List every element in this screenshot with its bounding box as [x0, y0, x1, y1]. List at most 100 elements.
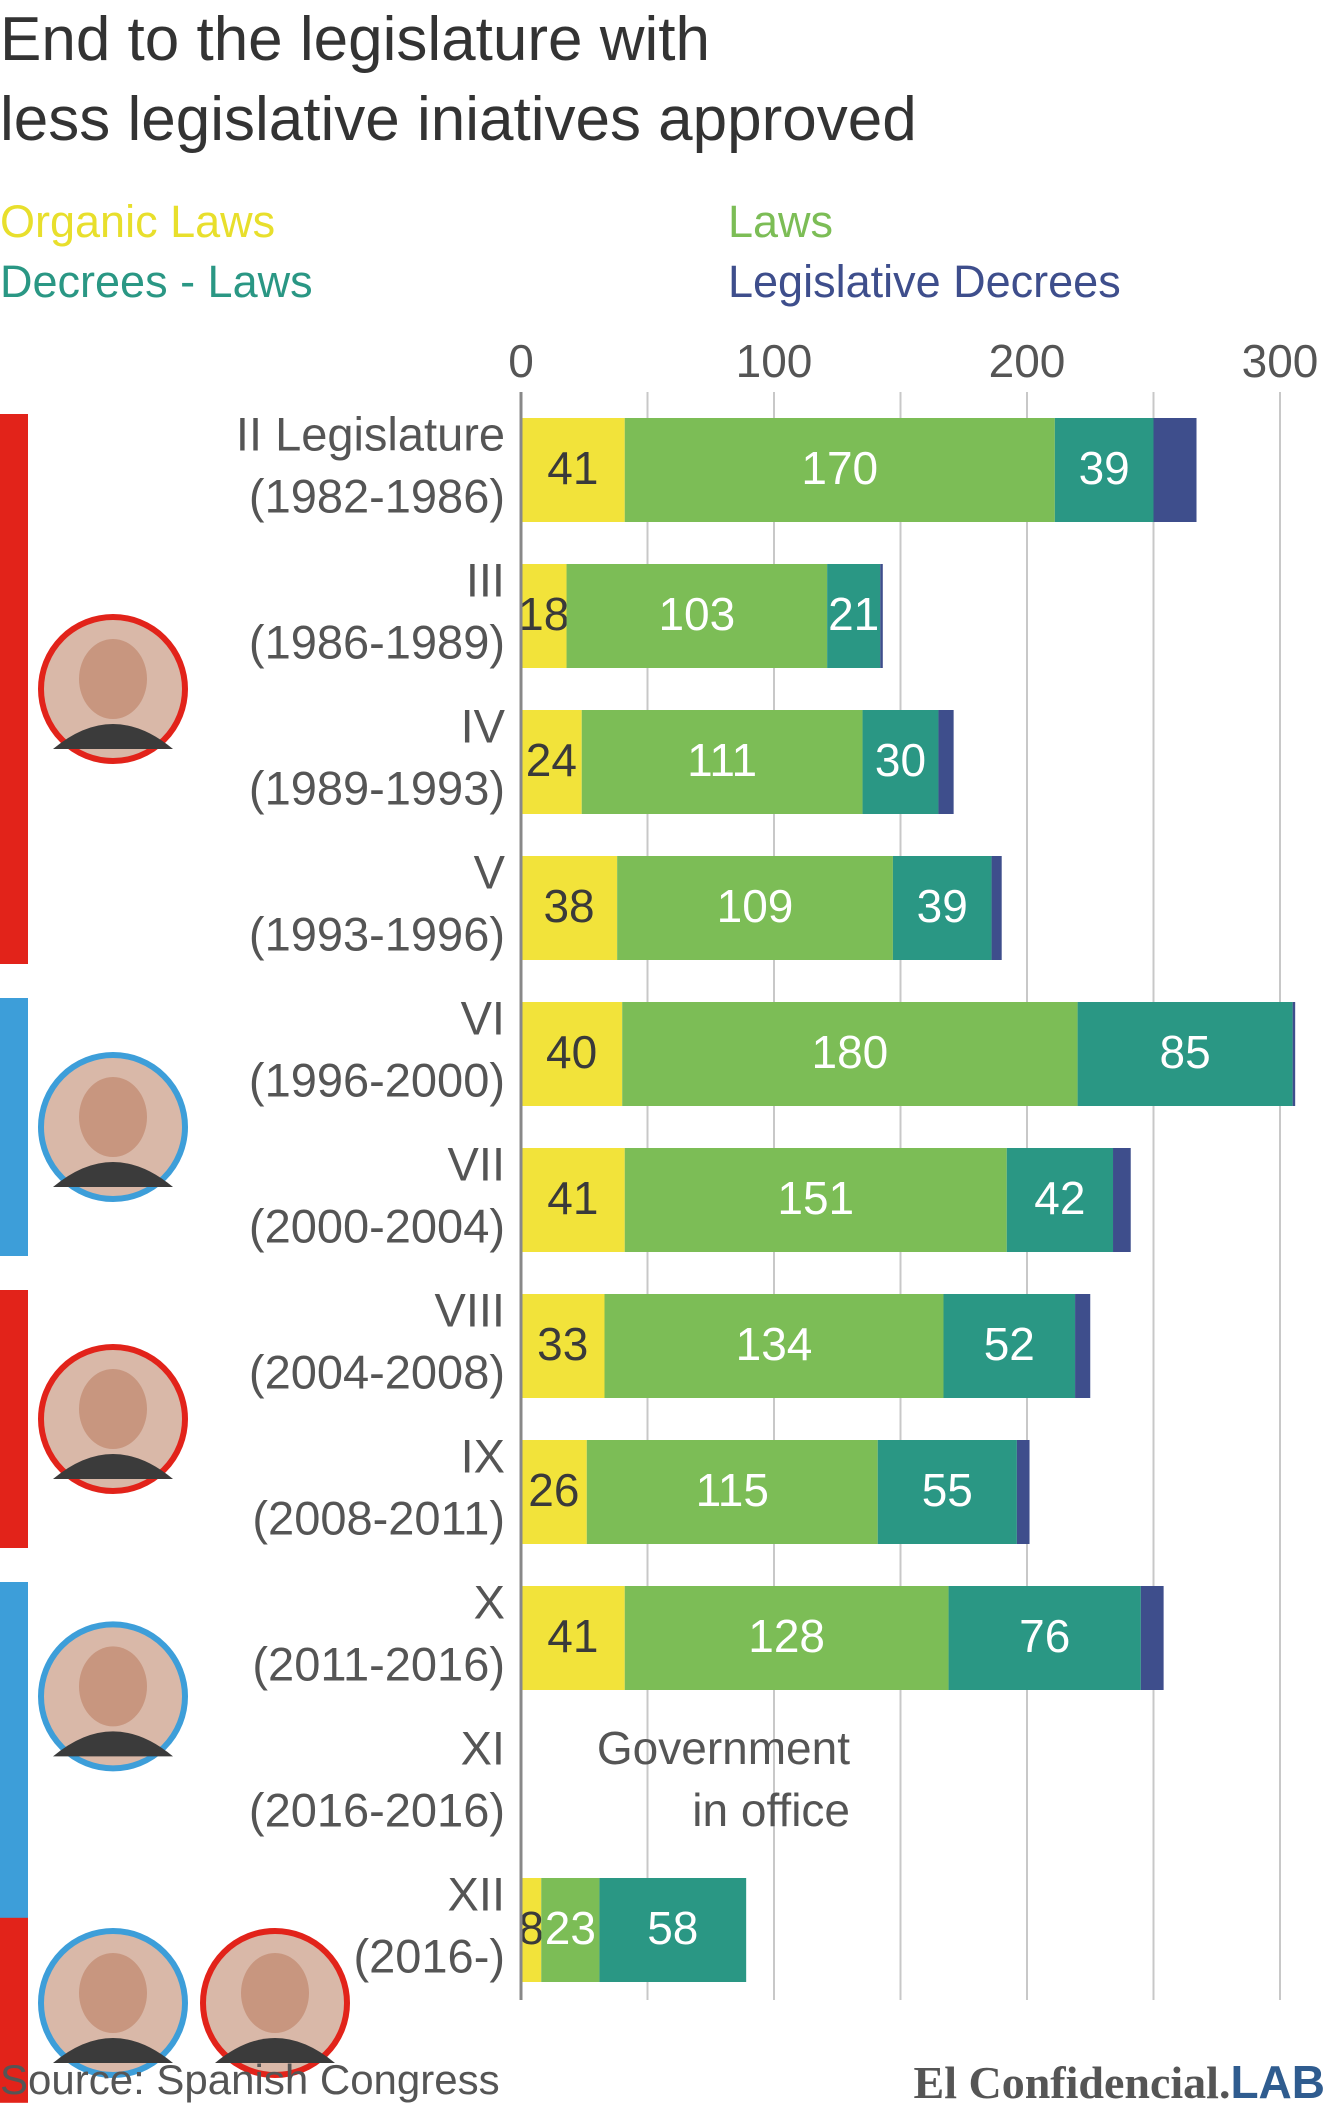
bar-segment [521, 564, 567, 668]
data-label: 40 [546, 1026, 597, 1078]
data-label: 21 [828, 588, 879, 640]
bar-segment [624, 1586, 949, 1690]
logo-dot: . [1218, 2057, 1231, 2108]
source-note: Source: Spanish Congress [0, 2056, 500, 2103]
data-label: 33 [537, 1318, 588, 1370]
category-label-line1: IX [461, 1429, 505, 1482]
data-label: 103 [658, 588, 735, 640]
data-label: 55 [922, 1464, 973, 1516]
bar-segment [521, 710, 582, 814]
bar-segment [1006, 1148, 1114, 1252]
bar-segment [943, 1294, 1076, 1398]
bar-segment [521, 1440, 587, 1544]
category-label-line1: XI [461, 1721, 505, 1774]
bar-segment [1140, 1586, 1164, 1690]
legend-organic-laws: Organic Laws [0, 196, 276, 247]
portrait-6-face [241, 1953, 309, 2033]
bar-segment [566, 564, 828, 668]
portrait-4-shoulders [53, 1731, 173, 1757]
category-label-line1: II Legislature [236, 407, 505, 460]
bar-segment [521, 1294, 605, 1398]
data-label: 41 [547, 1610, 598, 1662]
portrait-3-face [79, 1369, 147, 1449]
bar-segment [521, 1002, 623, 1106]
category-label-line1: V [474, 845, 506, 898]
annotation-line1: Government [597, 1722, 850, 1774]
bar-segment [1075, 1294, 1091, 1398]
data-label: 52 [984, 1318, 1035, 1370]
bar-segment [624, 418, 1055, 522]
bar-segment [1077, 1002, 1293, 1106]
bar-segment [880, 564, 883, 668]
data-label: 76 [1019, 1610, 1070, 1662]
title-line-2: less legislative iniatives approved [0, 85, 917, 154]
data-label: 38 [543, 880, 594, 932]
bar-segment [581, 710, 863, 814]
bar-segment [521, 1148, 625, 1252]
data-label: 24 [526, 734, 577, 786]
data-label: 180 [812, 1026, 889, 1078]
category-label-line2: (1993-1996) [249, 907, 505, 960]
bar-segment [892, 856, 992, 960]
legend-legislative-decrees: Legislative Decrees [728, 256, 1121, 307]
category-label-line1: III [466, 553, 505, 606]
bar-segment [599, 1878, 747, 1982]
category-label-line1: X [474, 1575, 505, 1628]
category-label-line2: (2016-2016) [249, 1783, 505, 1836]
data-label: 41 [547, 1172, 598, 1224]
bar-segment [1113, 1148, 1131, 1252]
category-label-line1: IV [461, 699, 506, 752]
bar-segment [617, 856, 893, 960]
data-label: 128 [748, 1610, 825, 1662]
logo-lab: LAB [1230, 2056, 1325, 2108]
data-label: 111 [687, 734, 757, 786]
category-label-line2: (2000-2004) [249, 1199, 505, 1252]
category-label-line2: (2011-2016) [252, 1637, 505, 1690]
data-label: 109 [717, 880, 794, 932]
bar-segment [1153, 418, 1197, 522]
bar-segment [622, 1002, 1078, 1106]
x-tick-label: 200 [989, 335, 1066, 387]
bar-segment [521, 1878, 542, 1982]
portrait-5-shoulders [53, 2038, 173, 2063]
data-label: 41 [547, 442, 598, 494]
bar-segment [521, 418, 625, 522]
bar-segment [1292, 1002, 1296, 1106]
government-band [0, 1917, 28, 2103]
portrait-1-shoulders [53, 724, 173, 749]
portrait-2-shoulders [53, 1162, 173, 1187]
bar-segment [1016, 1440, 1030, 1544]
portrait-6-shoulders [215, 2038, 335, 2063]
data-label: 134 [736, 1318, 813, 1370]
category-label-line2: (2004-2008) [249, 1345, 505, 1398]
category-label-line2: (2008-2011) [252, 1491, 505, 1544]
government-band [0, 998, 28, 1256]
bar-segment [624, 1148, 1007, 1252]
x-tick-label: 100 [736, 335, 813, 387]
category-label-line2: (1996-2000) [249, 1053, 505, 1106]
category-label-line1: XII [448, 1867, 505, 1920]
bar-segment [938, 710, 954, 814]
bar-segment [521, 1586, 625, 1690]
bar-segment [862, 710, 939, 814]
data-label: 30 [875, 734, 926, 786]
category-label-line1: VI [461, 991, 505, 1044]
portrait-5-face [79, 1953, 147, 2033]
data-label: 151 [777, 1172, 854, 1224]
portrait-2-face [79, 1077, 147, 1157]
bar-segment [521, 856, 618, 960]
category-label-line2: (1989-1993) [249, 761, 505, 814]
bar-segment [877, 1440, 1017, 1544]
title-line-1: End to the legislature with [0, 5, 710, 74]
data-label: 26 [528, 1464, 579, 1516]
data-label: 115 [696, 1464, 769, 1516]
data-label: 58 [647, 1902, 698, 1954]
legend-laws: Laws [728, 196, 834, 247]
data-label: 23 [545, 1902, 596, 1954]
x-tick-label: 300 [1242, 335, 1319, 387]
bar-segment [586, 1440, 878, 1544]
logo-name: El Confidencial [913, 2057, 1219, 2108]
annotation-line2: in office [692, 1784, 850, 1836]
category-label-line2: (1986-1989) [249, 615, 505, 668]
